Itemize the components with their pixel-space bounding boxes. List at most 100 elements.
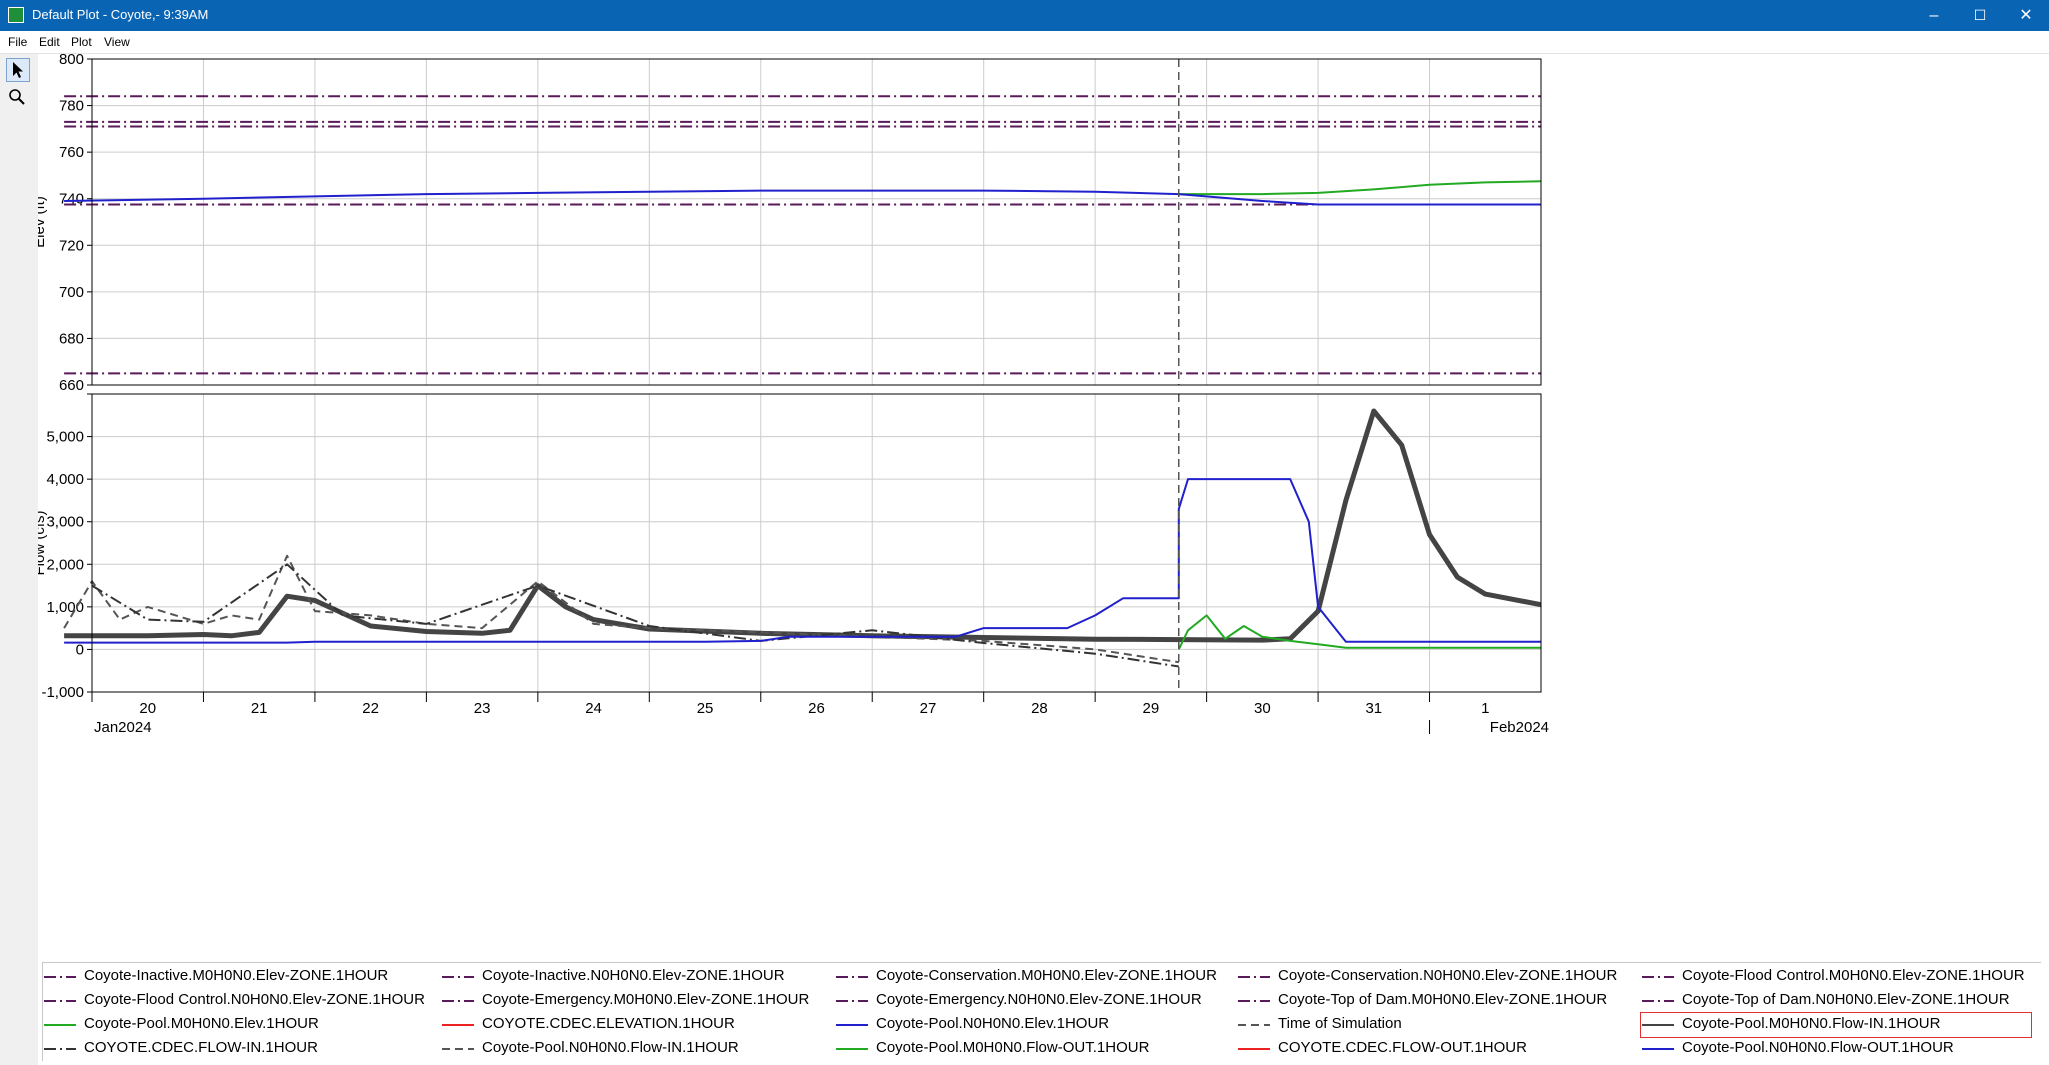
x-tick-label: 23 — [474, 700, 491, 717]
legend-label: Coyote-Pool.M0H0N0.Elev.1HOUR — [84, 1015, 319, 1032]
legend-line-swatch — [836, 976, 868, 978]
legend-line-swatch — [1642, 1048, 1674, 1050]
maximize-button[interactable]: ☐ — [1973, 7, 1987, 23]
flow-ytick-label: 0 — [76, 641, 84, 658]
legend-line-swatch — [442, 976, 474, 978]
flow-ytick-label: 5,000 — [46, 429, 84, 446]
elev-ytick-label: 780 — [59, 98, 84, 115]
legend-item[interactable]: Coyote-Conservation.N0H0N0.Elev-ZONE.1HO… — [1237, 965, 1627, 989]
plot-canvas: 660 680 700 720 740 760 780 800 Elev (ft) -1,000 0… — [38, 54, 1549, 736]
legend-line-swatch — [1642, 1000, 1674, 1002]
legend-label: Coyote-Pool.N0H0N0.Flow-IN.1HOUR — [482, 1039, 739, 1056]
legend-label: COYOTE.CDEC.FLOW-OUT.1HOUR — [1278, 1039, 1527, 1056]
menu-file[interactable]: File — [8, 35, 28, 49]
legend-line-swatch — [44, 976, 76, 978]
flow-panel-bg — [92, 394, 1541, 692]
legend-label: Time of Simulation — [1278, 1015, 1402, 1032]
legend-item[interactable]: COYOTE.CDEC.FLOW-IN.1HOUR — [43, 1037, 433, 1061]
close-button[interactable]: ✕ — [2019, 7, 2033, 24]
legend-item[interactable]: Coyote-Pool.N0H0N0.Flow-OUT.1HOUR — [1641, 1037, 2031, 1061]
legend-label: Coyote-Conservation.M0H0N0.Elev-ZONE.1HO… — [876, 967, 1217, 984]
minimize-button[interactable]: – — [1929, 7, 1939, 24]
menu-plot[interactable]: Plot — [71, 35, 92, 49]
x-tick-label: 22 — [362, 700, 379, 717]
x-tick-label: 30 — [1254, 700, 1271, 717]
x-tick-label: 1 — [1481, 700, 1489, 717]
legend-line-swatch — [1238, 1024, 1270, 1026]
x-tick-label: 24 — [585, 700, 602, 717]
legend-item[interactable]: Coyote-Inactive.N0H0N0.Elev-ZONE.1HOUR — [441, 965, 831, 989]
elev-ytick-label: 720 — [59, 237, 84, 254]
x-tick-label: 31 — [1365, 700, 1382, 717]
legend-item[interactable]: Coyote-Emergency.M0H0N0.Elev-ZONE.1HOUR — [441, 989, 831, 1013]
legend-line-swatch — [1238, 976, 1270, 978]
legend-line-swatch — [442, 1024, 474, 1026]
legend-item[interactable]: COYOTE.CDEC.FLOW-OUT.1HOUR — [1237, 1037, 1627, 1061]
legend-item[interactable]: Coyote-Flood Control.N0H0N0.Elev-ZONE.1H… — [43, 989, 433, 1013]
app-icon — [8, 7, 24, 23]
legend-item[interactable]: Coyote-Pool.M0H0N0.Flow-OUT.1HOUR — [835, 1037, 1225, 1061]
legend-item[interactable]: Time of Simulation — [1237, 1013, 1627, 1037]
elev-ytick-label: 800 — [59, 54, 84, 68]
elev-ytick-label: 700 — [59, 284, 84, 301]
menu-edit[interactable]: Edit — [39, 35, 60, 49]
legend-item[interactable]: Coyote-Flood Control.M0H0N0.Elev-ZONE.1H… — [1641, 965, 2031, 989]
legend-line-swatch — [44, 1024, 76, 1026]
legend-line-swatch — [1642, 976, 1674, 978]
legend-line-swatch — [442, 1048, 474, 1050]
legend-line-swatch — [442, 1000, 474, 1002]
elev-panel-bg — [92, 59, 1541, 385]
legend-label: Coyote-Top of Dam.N0H0N0.Elev-ZONE.1HOUR — [1682, 991, 2010, 1008]
legend: Coyote-Inactive.M0H0N0.Elev-ZONE.1HOUR Co… — [42, 962, 2041, 1061]
menu-view[interactable]: View — [104, 35, 130, 49]
legend-line-swatch — [1238, 1000, 1270, 1002]
legend-line-swatch — [44, 1000, 76, 1002]
legend-label: Coyote-Pool.M0H0N0.Flow-IN.1HOUR — [1682, 1015, 1941, 1032]
menu-bar: File Edit Plot View — [0, 31, 2049, 54]
title-bar: Default Plot - Coyote,- 9:39AM – ☐ ✕ — [0, 0, 2049, 31]
elev-ytick-label: 660 — [59, 377, 84, 394]
series-Coyote-Pool.M0H0N0.Flow-OUT.1HOUR — [1177, 614, 1541, 650]
legend-line-swatch — [1238, 1048, 1270, 1050]
legend-item[interactable]: Coyote-Pool.M0H0N0.Elev.1HOUR — [43, 1013, 433, 1037]
series-COYOTE.CDEC.FLOW-IN.1HOUR — [91, 563, 1179, 668]
legend-item[interactable]: Coyote-Pool.N0H0N0.Flow-IN.1HOUR — [441, 1037, 831, 1061]
legend-label: Coyote-Flood Control.N0H0N0.Elev-ZONE.1H… — [84, 991, 425, 1008]
flow-ytick-label: 1,000 — [46, 599, 84, 616]
month-label: Jan2024 — [94, 719, 152, 736]
x-tick-label: 26 — [808, 700, 825, 717]
month-label: Feb2024 — [1490, 719, 1549, 736]
legend-item[interactable]: Coyote-Emergency.N0H0N0.Elev-ZONE.1HOUR — [835, 989, 1225, 1013]
legend-label: Coyote-Flood Control.M0H0N0.Elev-ZONE.1H… — [1682, 967, 2025, 984]
elev-axis-label: Elev (ft) — [38, 196, 48, 248]
elev-ytick-label: 680 — [59, 330, 84, 347]
elev-ytick-label: 760 — [59, 144, 84, 161]
legend-line-swatch — [836, 1024, 868, 1026]
legend-label: Coyote-Emergency.N0H0N0.Elev-ZONE.1HOUR — [876, 991, 1202, 1008]
legend-item[interactable]: COYOTE.CDEC.ELEVATION.1HOUR — [441, 1013, 831, 1037]
series-Coyote-Pool.M0H0N0.Flow-IN.1HOUR — [64, 408, 1542, 643]
legend-label: COYOTE.CDEC.ELEVATION.1HOUR — [482, 1015, 735, 1032]
legend-item[interactable]: Coyote-Top of Dam.M0H0N0.Elev-ZONE.1HOUR — [1237, 989, 1627, 1013]
legend-item[interactable]: Coyote-Top of Dam.N0H0N0.Elev-ZONE.1HOUR — [1641, 989, 2031, 1013]
elev-ytick-label: 740 — [59, 191, 84, 208]
legend-item[interactable]: Coyote-Pool.N0H0N0.Elev.1HOUR — [835, 1013, 1225, 1037]
flow-ytick-label: 3,000 — [46, 514, 84, 531]
x-tick-label: 28 — [1031, 700, 1048, 717]
pointer-icon — [13, 62, 23, 78]
window-title: Default Plot - Coyote,- 9:39AM — [32, 7, 209, 22]
series-Coyote-Pool.M0H0N0.Elev.1HOUR — [1178, 180, 1542, 196]
legend-item[interactable]: Coyote-Pool.M0H0N0.Flow-IN.1HOUR — [1640, 1012, 2032, 1038]
x-tick-label: 21 — [251, 700, 268, 717]
legend-line-swatch — [1642, 1024, 1674, 1026]
legend-label: Coyote-Emergency.M0H0N0.Elev-ZONE.1HOUR — [482, 991, 810, 1008]
legend-item[interactable]: Coyote-Inactive.M0H0N0.Elev-ZONE.1HOUR — [43, 965, 433, 989]
flow-ytick-label: 2,000 — [46, 556, 84, 573]
zoom-tool-button[interactable] — [6, 86, 30, 110]
elev-panel-frame — [91, 58, 1542, 386]
plot-area: 660 680 700 720 740 760 780 800 Elev (ft) -1,000 0… — [38, 54, 2049, 1065]
x-tick-label: 27 — [920, 700, 937, 717]
legend-item[interactable]: Coyote-Conservation.M0H0N0.Elev-ZONE.1HO… — [835, 965, 1225, 989]
pointer-tool-button[interactable] — [6, 58, 30, 82]
legend-label: Coyote-Top of Dam.M0H0N0.Elev-ZONE.1HOUR — [1278, 991, 1608, 1008]
